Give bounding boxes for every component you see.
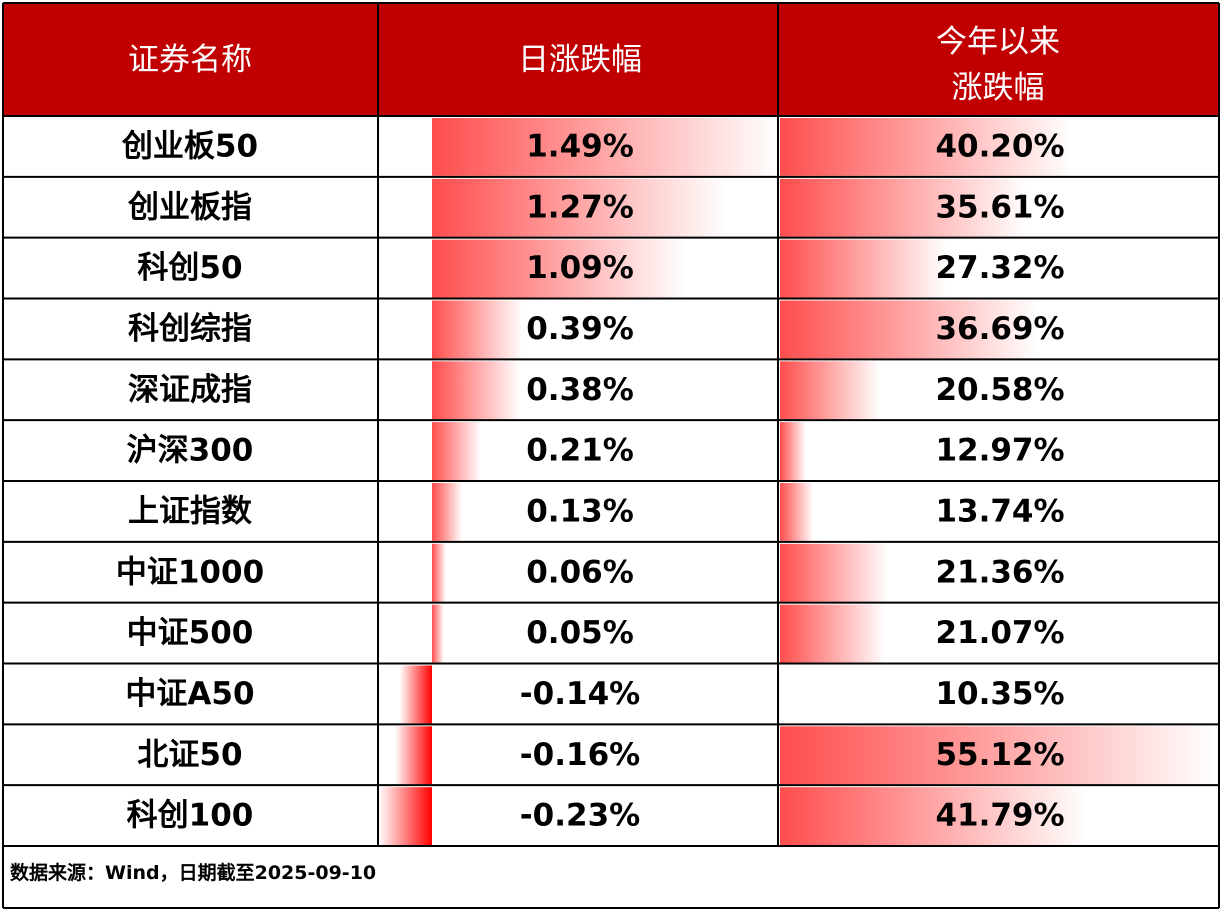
daily-bar	[378, 787, 432, 845]
ytd-label: 55.12%	[935, 737, 1064, 773]
daily-bar	[432, 239, 686, 298]
ytd-label: 36.69%	[935, 311, 1064, 347]
ytd-label: 41.79%	[935, 798, 1064, 834]
header-cell: 日涨跌幅	[518, 42, 642, 78]
daily-bar	[394, 726, 432, 785]
ytd-bar	[780, 422, 806, 480]
daily-bar	[432, 604, 444, 663]
row-name: 中证500	[127, 615, 254, 651]
daily-label: 0.39%	[526, 311, 634, 347]
daily-bar	[432, 118, 778, 176]
ytd-label: 21.07%	[935, 615, 1064, 651]
ytd-label: 13.74%	[935, 493, 1064, 529]
daily-label: 0.06%	[526, 554, 634, 590]
row-name: 科创50	[137, 250, 242, 286]
daily-label: 1.09%	[526, 250, 634, 286]
ytd-bar	[780, 118, 1073, 176]
ytd-bar	[780, 239, 947, 298]
daily-label: 1.27%	[526, 189, 634, 225]
ytd-bar	[780, 543, 888, 602]
row-name: 中证1000	[116, 554, 264, 590]
ytd-label: 40.20%	[935, 128, 1064, 164]
daily-bar	[432, 361, 521, 420]
row-name: 科创100	[127, 798, 254, 834]
row-name: 创业板50	[121, 128, 258, 164]
ytd-label: 10.35%	[935, 676, 1064, 712]
row-name: 北证50	[137, 737, 242, 773]
ytd-label: 20.58%	[935, 372, 1064, 408]
ytd-bar	[780, 787, 1089, 845]
daily-label: -0.14%	[520, 676, 640, 712]
daily-label: 0.38%	[526, 372, 634, 408]
daily-label: -0.16%	[520, 737, 640, 773]
ytd-label: 27.32%	[935, 250, 1064, 286]
ytd-label: 12.97%	[935, 433, 1064, 469]
daily-bar	[432, 543, 446, 602]
daily-bar	[432, 422, 481, 480]
daily-label: 0.05%	[526, 615, 634, 651]
ytd-bar	[780, 361, 881, 420]
header-cell: 证券名称	[128, 42, 252, 78]
row-name: 沪深300	[127, 433, 254, 469]
row-name: 上证指数	[128, 493, 252, 529]
source-note: 数据来源：Wind，日期截至2025-09-10	[10, 861, 376, 884]
daily-bar	[432, 483, 463, 541]
ytd-bar	[780, 178, 1028, 237]
daily-bar	[432, 178, 727, 237]
ytd-bar	[780, 483, 814, 541]
daily-label: 0.21%	[526, 433, 634, 469]
daily-bar	[432, 300, 523, 359]
ytd-bar	[780, 726, 1219, 785]
ytd-label: 35.61%	[935, 189, 1064, 225]
daily-label: 1.49%	[526, 128, 634, 164]
ytd-bar	[780, 300, 1039, 359]
daily-bar	[399, 665, 432, 724]
ytd-label: 21.36%	[935, 554, 1064, 590]
row-name: 中证A50	[125, 676, 254, 712]
ytd-bar	[780, 604, 886, 663]
row-name: 科创综指	[128, 311, 252, 347]
daily-label: 0.13%	[526, 493, 634, 529]
daily-label: -0.23%	[520, 798, 640, 834]
row-name: 创业板指	[127, 189, 252, 225]
row-name: 深证成指	[128, 372, 252, 408]
header-cell: 涨跌幅	[952, 70, 1045, 106]
header-bg	[3, 3, 1219, 116]
header-cell: 今年以来	[936, 24, 1060, 60]
